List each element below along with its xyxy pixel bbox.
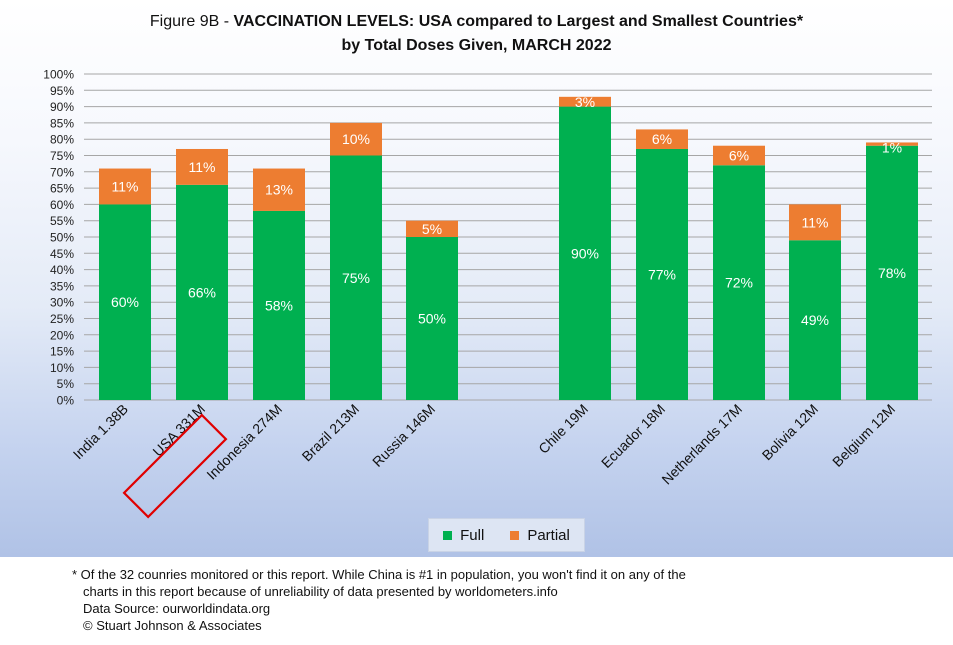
- bar-partial: [406, 220, 458, 237]
- y-tick-label: 35%: [50, 279, 74, 293]
- bar-partial: [866, 142, 918, 146]
- bar-full: [406, 237, 458, 400]
- bar-full: [636, 148, 688, 400]
- chart-subtitle: by Total Doses Given, MARCH 2022: [341, 37, 612, 54]
- data-label-full: 58%: [265, 297, 293, 313]
- y-tick-label: 75%: [50, 149, 74, 163]
- x-category-label: Indonesia 274M: [203, 401, 285, 483]
- bar-partial: [176, 148, 228, 185]
- data-source: Data Source: ourworldindata.org: [83, 601, 271, 616]
- legend-label-full: Full: [460, 526, 485, 544]
- footnotes: * Of the 32 counries monitored or this r…: [72, 566, 932, 634]
- data-label-partial: 6%: [652, 131, 672, 147]
- data-label-full: 90%: [571, 245, 599, 261]
- bar-partial: [253, 168, 305, 211]
- bar-full: [866, 145, 918, 400]
- bar-full: [330, 155, 382, 400]
- data-label-partial: 13%: [265, 182, 293, 198]
- x-category-label: India 1.38B: [70, 401, 131, 462]
- bar-partial: [713, 145, 765, 166]
- data-label-partial: 11%: [112, 178, 139, 194]
- title-bold: VACCINATION LEVELS: USA compared to Larg…: [233, 13, 804, 30]
- chart-title: Figure 9B - VACCINATION LEVELS: USA comp…: [0, 13, 953, 31]
- y-tick-label: 85%: [50, 116, 74, 130]
- data-label-partial: 11%: [189, 159, 216, 175]
- y-tick-label: 100%: [43, 68, 74, 82]
- y-tick-label: 25%: [50, 312, 74, 326]
- legend: Full Partial: [428, 518, 585, 552]
- footnote-line-2: charts in this report because of unrelia…: [83, 584, 558, 599]
- data-label-partial: 10%: [342, 131, 370, 147]
- footnote-line-1: * Of the 32 counries monitored or this r…: [72, 567, 686, 582]
- legend-item-full: Full: [443, 527, 484, 544]
- x-category-label: Russia 146M: [369, 401, 438, 470]
- legend-item-partial: Partial: [510, 527, 570, 544]
- y-tick-label: 0%: [57, 394, 75, 408]
- x-category-label: Netherlands 17M: [658, 401, 745, 488]
- bar-full: [99, 204, 151, 400]
- y-tick-label: 55%: [50, 214, 74, 228]
- highlight-box: [122, 413, 228, 519]
- y-tick-label: 65%: [50, 182, 74, 196]
- y-tick-label: 40%: [50, 263, 74, 277]
- bar-partial: [789, 204, 841, 241]
- y-tick-label: 50%: [50, 231, 74, 245]
- bar-full: [559, 106, 611, 400]
- bar-partial: [636, 129, 688, 149]
- copyright: © Stuart Johnson & Associates: [83, 618, 262, 633]
- y-tick-label: 80%: [50, 133, 74, 147]
- legend-swatch-full: [443, 530, 453, 540]
- x-category-label: USA 331M: [149, 401, 208, 460]
- bar-chart: 0% 5% 10% 15% 20% 25% 30% 35% 40% 45% 50% 55% 60% 65%…: [43, 68, 932, 519]
- y-tick-label: 60%: [50, 198, 74, 212]
- y-tick-label: 20%: [50, 328, 74, 342]
- legend-swatch-partial: [510, 530, 520, 540]
- y-tick-label: 5%: [57, 377, 75, 391]
- data-label-partial: 1%: [882, 139, 902, 155]
- y-tick-label: 30%: [50, 296, 74, 310]
- data-label-partial: 5%: [422, 221, 442, 237]
- bar-partial: [330, 122, 382, 156]
- data-label-full: 78%: [878, 265, 906, 281]
- legend-label-partial: Partial: [527, 526, 570, 544]
- y-tick-label: 95%: [50, 84, 74, 98]
- x-category-label: Brazil 213M: [299, 401, 363, 465]
- data-label-full: 49%: [801, 312, 829, 328]
- y-tick-label: 10%: [50, 361, 74, 375]
- data-label-full: 66%: [188, 284, 216, 300]
- y-tick-label: 70%: [50, 165, 74, 179]
- data-label-partial: 6%: [729, 148, 749, 164]
- y-tick-label: 90%: [50, 100, 74, 114]
- data-label-partial: 3%: [575, 94, 595, 110]
- x-category-label: Belgium 12M: [829, 401, 898, 470]
- data-label-full: 75%: [342, 270, 370, 286]
- title-prefix: Figure 9B -: [149, 13, 234, 30]
- x-category-label: Bolivia 12M: [759, 401, 821, 463]
- bar-full: [253, 210, 305, 400]
- x-category-label: Ecuador 18M: [598, 401, 668, 471]
- bar-full: [789, 240, 841, 400]
- data-label-full: 72%: [725, 275, 753, 291]
- x-category-label: Chile 19M: [535, 401, 591, 457]
- y-tick-label: 15%: [50, 345, 74, 359]
- data-label-full: 50%: [418, 311, 446, 327]
- data-label-partial: 11%: [802, 214, 829, 230]
- bar-partial: [559, 96, 611, 107]
- data-label-full: 60%: [111, 294, 139, 310]
- chart-area: Figure 9B - VACCINATION LEVELS: USA comp…: [0, 0, 953, 557]
- data-label-full: 77%: [648, 266, 676, 282]
- bar-full: [176, 184, 228, 400]
- bar-partial: [99, 168, 151, 205]
- y-tick-label: 45%: [50, 247, 74, 261]
- bar-full: [713, 165, 765, 400]
